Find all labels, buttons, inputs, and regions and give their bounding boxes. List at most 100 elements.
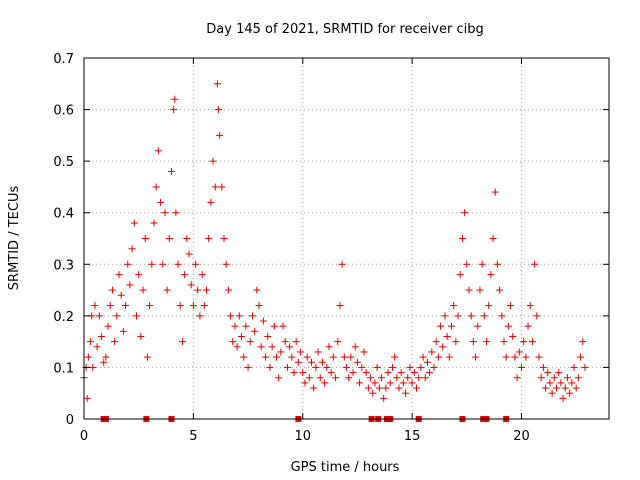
data-point — [480, 312, 488, 320]
data-point — [511, 353, 519, 361]
data-point — [178, 338, 186, 346]
data-point — [163, 286, 171, 294]
y-tick-label: 0.3 — [53, 258, 74, 273]
data-point — [181, 271, 189, 279]
x-axis-label: GPS time / hours — [291, 460, 400, 475]
data-point — [224, 286, 232, 294]
data-point — [286, 343, 294, 351]
data-point — [500, 338, 508, 346]
data-point — [157, 198, 165, 206]
y-tick-label: 0.4 — [53, 207, 74, 222]
data-point — [502, 353, 510, 361]
data-point — [240, 353, 248, 361]
data-point — [133, 312, 140, 320]
data-point — [413, 384, 420, 392]
data-point — [467, 312, 475, 320]
grid-lines — [84, 58, 609, 419]
data-point — [509, 332, 517, 340]
data-point — [338, 260, 346, 268]
data-point — [220, 235, 228, 242]
data-point — [84, 353, 92, 361]
data-point — [316, 374, 324, 382]
data-point — [577, 353, 585, 361]
data-point — [373, 363, 381, 371]
data-point — [148, 260, 156, 268]
data-point — [489, 235, 497, 242]
data-point — [95, 312, 103, 320]
data-point — [513, 374, 521, 382]
data-point — [526, 302, 534, 310]
data-point — [522, 353, 530, 361]
data-point — [417, 363, 425, 371]
y-tick-label: 0.1 — [53, 361, 74, 376]
data-point — [408, 379, 416, 387]
data-point — [428, 348, 436, 356]
data-point — [561, 384, 569, 392]
data-point — [439, 343, 447, 351]
data-point — [102, 353, 110, 361]
data-point — [128, 245, 136, 253]
data-point — [546, 379, 554, 387]
data-point — [143, 353, 151, 361]
data-point — [235, 312, 243, 320]
data-point — [83, 394, 91, 402]
data-point — [229, 338, 237, 346]
data-point — [544, 369, 552, 377]
data-point — [146, 302, 154, 310]
data-point — [347, 353, 355, 361]
axis-ticks: 0 0.1 0.2 0.3 0.4 0.5 0.6 0.7 0 5 10 15 20 — [53, 52, 609, 444]
data-point — [553, 384, 560, 392]
data-point — [262, 353, 270, 361]
data-point — [238, 332, 245, 340]
data-point — [215, 106, 223, 114]
data-point — [325, 343, 333, 351]
data-point — [275, 374, 283, 382]
data-point — [327, 369, 335, 377]
data-point — [259, 317, 267, 325]
data-point — [100, 358, 108, 366]
data-point — [290, 369, 298, 377]
data-point — [135, 271, 143, 279]
data-point — [351, 343, 359, 351]
data-point — [242, 322, 250, 330]
data-point — [537, 374, 545, 382]
data-point — [253, 286, 261, 294]
data-point — [332, 374, 340, 382]
data-point — [579, 338, 587, 346]
data-point — [283, 363, 291, 371]
data-point — [384, 369, 392, 377]
data-point — [104, 322, 112, 330]
data-point — [115, 271, 123, 279]
data-point — [187, 281, 195, 289]
data-point — [570, 363, 578, 371]
data-point — [205, 235, 213, 242]
data-point — [89, 363, 97, 371]
data-point — [550, 374, 558, 382]
data-point — [539, 363, 547, 371]
data-point — [563, 374, 571, 382]
data-point — [415, 374, 423, 382]
data-point — [233, 343, 241, 351]
data-point — [310, 384, 318, 392]
x-tick-label: 15 — [404, 429, 421, 444]
data-point — [375, 384, 383, 392]
data-point — [397, 369, 405, 377]
data-point — [130, 219, 138, 227]
data-point — [323, 363, 331, 371]
data-point — [443, 332, 451, 340]
data-points — [80, 80, 589, 422]
data-point — [469, 338, 477, 346]
data-point — [203, 286, 210, 294]
data-point — [491, 188, 499, 196]
data-point — [349, 369, 357, 377]
data-point — [423, 358, 431, 366]
data-point — [122, 302, 130, 310]
data-point — [292, 338, 300, 346]
data-point — [207, 198, 215, 206]
data-point — [360, 348, 368, 356]
data-point — [386, 379, 394, 387]
data-point — [568, 379, 576, 387]
data-point — [312, 363, 320, 371]
data-point — [161, 209, 169, 217]
data-point — [461, 209, 469, 217]
